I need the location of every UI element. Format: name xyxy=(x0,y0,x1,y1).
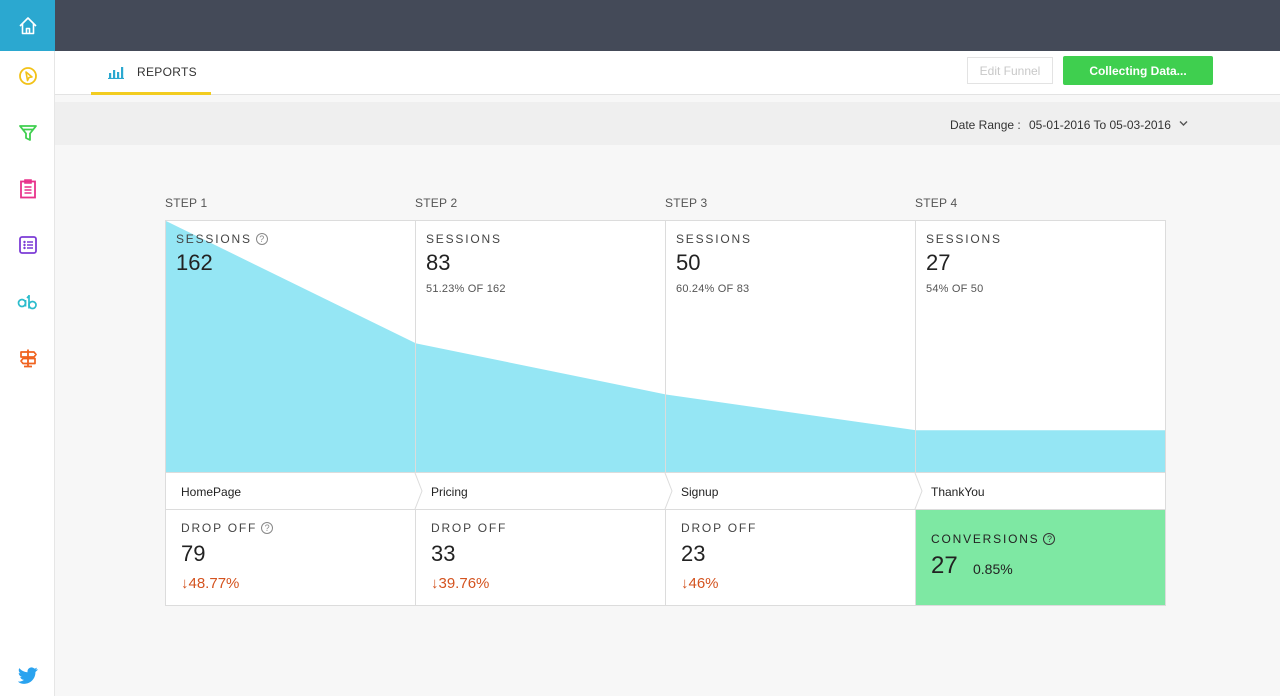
heatmap-click-icon xyxy=(18,67,37,85)
drop-off-metric-3: DROP OFF 23 ↓46% xyxy=(681,521,757,592)
funnel-icon xyxy=(18,125,37,141)
sessions-percent-of-previous: 60.24% OF 83 xyxy=(676,283,750,295)
drop-off-count: 23 xyxy=(681,541,706,566)
sessions-count: 27 xyxy=(926,250,951,275)
home-icon xyxy=(18,16,37,34)
sessions-count: 83 xyxy=(426,250,451,275)
date-range-label: Date Range : xyxy=(950,118,1021,132)
conversions-percent: 0.85% xyxy=(973,561,1013,577)
column-divider xyxy=(665,221,666,605)
help-icon[interactable]: ? xyxy=(255,233,268,245)
sessions-caption: SESSIONS xyxy=(926,232,1002,246)
drop-off-percent: ↓46% xyxy=(681,575,719,592)
page-name-step-2[interactable]: Pricing xyxy=(431,485,468,499)
sessions-count: 162 xyxy=(176,250,213,275)
step-label-3: STEP 3 xyxy=(665,196,708,210)
date-range-bar: Date Range : 05-01-2016 To 05-03-2016 xyxy=(55,102,1280,145)
sessions-metric-4: SESSIONS 27 54% OF 50 xyxy=(926,232,1002,295)
conversions-count: 27 xyxy=(931,552,958,579)
tab-reports[interactable]: REPORTS xyxy=(91,51,211,95)
sessions-caption: SESSIONS xyxy=(676,232,752,246)
date-range-select[interactable]: 05-01-2016 To 05-03-2016 xyxy=(1029,118,1171,132)
bar-chart-icon xyxy=(108,66,124,79)
sessions-metric-1: SESSIONS? 162 xyxy=(176,232,268,276)
sessions-percent-of-previous: 51.23% OF 162 xyxy=(426,283,506,295)
drop-off-count: 79 xyxy=(181,541,206,566)
page-name-step-3[interactable]: Signup xyxy=(681,485,719,499)
funnel-chart: SESSIONS? 162 SESSIONS 83 51.23% OF 162 … xyxy=(165,220,1166,606)
sidebar-home[interactable] xyxy=(0,0,55,51)
tab-reports-label: REPORTS xyxy=(137,64,197,79)
drop-off-count: 33 xyxy=(431,541,456,566)
twitter-icon xyxy=(17,666,38,684)
step-label-2: STEP 2 xyxy=(415,196,458,210)
top-bar xyxy=(55,0,1280,51)
drop-off-caption: DROP OFF xyxy=(681,521,758,535)
edit-funnel-button[interactable]: Edit Funnel xyxy=(967,57,1053,84)
chevron-right-icon xyxy=(414,473,423,509)
tab-bar: REPORTS Edit Funnel Collecting Data... xyxy=(55,51,1280,95)
signpost-icon xyxy=(19,349,37,368)
sidebar-item-heatmaps[interactable] xyxy=(0,56,55,96)
sessions-caption: SESSIONS xyxy=(176,232,252,246)
chevron-right-icon xyxy=(664,473,673,509)
column-divider xyxy=(915,221,916,605)
sidebar-item-ab-tests[interactable] xyxy=(0,282,55,322)
ab-test-icon xyxy=(17,294,37,310)
conversions-caption: CONVERSIONS xyxy=(931,532,1040,546)
sidebar xyxy=(0,0,55,696)
sidebar-item-surveys[interactable] xyxy=(0,225,55,265)
page-name-step-1[interactable]: HomePage xyxy=(181,485,242,499)
drop-off-metric-2: DROP OFF 33 ↓39.76% xyxy=(431,521,507,592)
help-icon[interactable]: ? xyxy=(261,522,274,534)
sessions-metric-3: SESSIONS 50 60.24% OF 83 xyxy=(676,232,752,295)
sidebar-item-guides[interactable] xyxy=(0,338,55,378)
sidebar-item-twitter[interactable] xyxy=(0,655,55,695)
help-icon[interactable]: ? xyxy=(1043,533,1056,545)
sessions-metric-2: SESSIONS 83 51.23% OF 162 xyxy=(426,232,506,295)
chevron-down-icon[interactable] xyxy=(1179,119,1188,127)
column-divider xyxy=(415,221,416,605)
chevron-right-icon xyxy=(914,473,923,509)
page-name-step-4[interactable]: ThankYou xyxy=(931,485,985,499)
list-icon xyxy=(18,236,37,254)
step-label-4: STEP 4 xyxy=(915,196,958,210)
drop-off-metric-1: DROP OFF? 79 ↓48.77% xyxy=(181,521,274,592)
collecting-data-button[interactable]: Collecting Data... xyxy=(1063,56,1213,85)
conversions-panel: CONVERSIONS? 27 0.85% xyxy=(916,510,1165,605)
sessions-count: 50 xyxy=(676,250,701,275)
sidebar-item-forms[interactable] xyxy=(0,169,55,209)
drop-off-caption: DROP OFF xyxy=(431,521,508,535)
sessions-percent-of-previous: 54% OF 50 xyxy=(926,283,984,295)
drop-off-percent: ↓39.76% xyxy=(431,575,490,592)
sidebar-item-funnels[interactable] xyxy=(0,113,55,153)
funnel-pages-row: HomePage Pricing Signup ThankYou xyxy=(166,472,1165,510)
sessions-caption: SESSIONS xyxy=(426,232,502,246)
step-label-1: STEP 1 xyxy=(165,196,208,210)
drop-off-percent: ↓48.77% xyxy=(181,575,240,592)
drop-off-caption: DROP OFF xyxy=(181,521,258,535)
clipboard-icon xyxy=(19,179,36,199)
